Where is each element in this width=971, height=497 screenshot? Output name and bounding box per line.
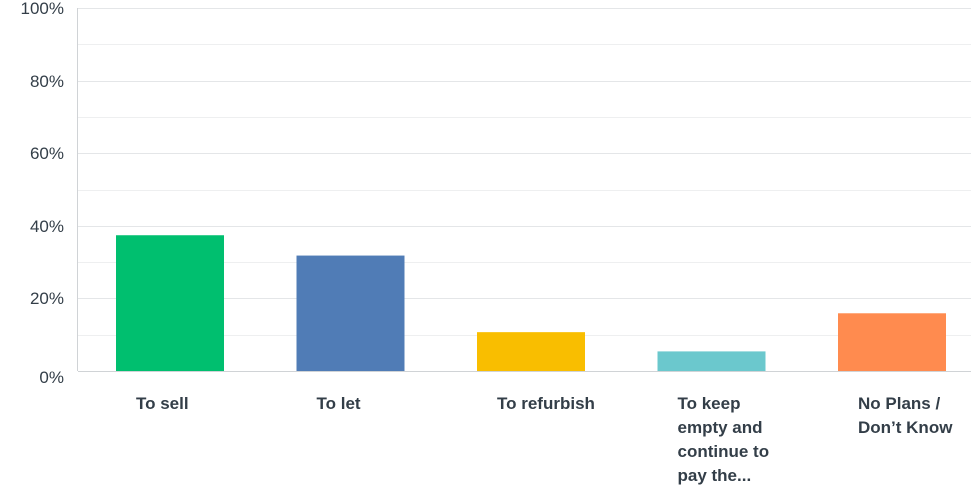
bar bbox=[838, 313, 946, 371]
y-axis-tick-labels: 0% 20% 40% 60% 80% 100% bbox=[21, 0, 64, 387]
y-tick-label: 60% bbox=[30, 144, 64, 163]
bar bbox=[477, 332, 585, 371]
x-tick-label: To keep empty and continue to pay the... bbox=[677, 394, 770, 485]
bar bbox=[116, 235, 224, 371]
bar bbox=[657, 351, 766, 371]
x-tick-label: To refurbish bbox=[497, 394, 595, 413]
x-tick-label: To sell bbox=[136, 394, 189, 413]
bar bbox=[296, 255, 405, 371]
bars bbox=[116, 235, 946, 371]
y-tick-label: 100% bbox=[21, 0, 64, 18]
y-tick-label: 20% bbox=[30, 289, 64, 308]
gridlines bbox=[78, 8, 971, 372]
x-tick-label: No Plans / Don’t Know bbox=[858, 394, 953, 437]
y-tick-label: 80% bbox=[30, 72, 64, 91]
y-tick-label: 0% bbox=[39, 368, 64, 387]
x-tick-label: To let bbox=[316, 394, 361, 413]
y-tick-label: 40% bbox=[30, 217, 64, 236]
